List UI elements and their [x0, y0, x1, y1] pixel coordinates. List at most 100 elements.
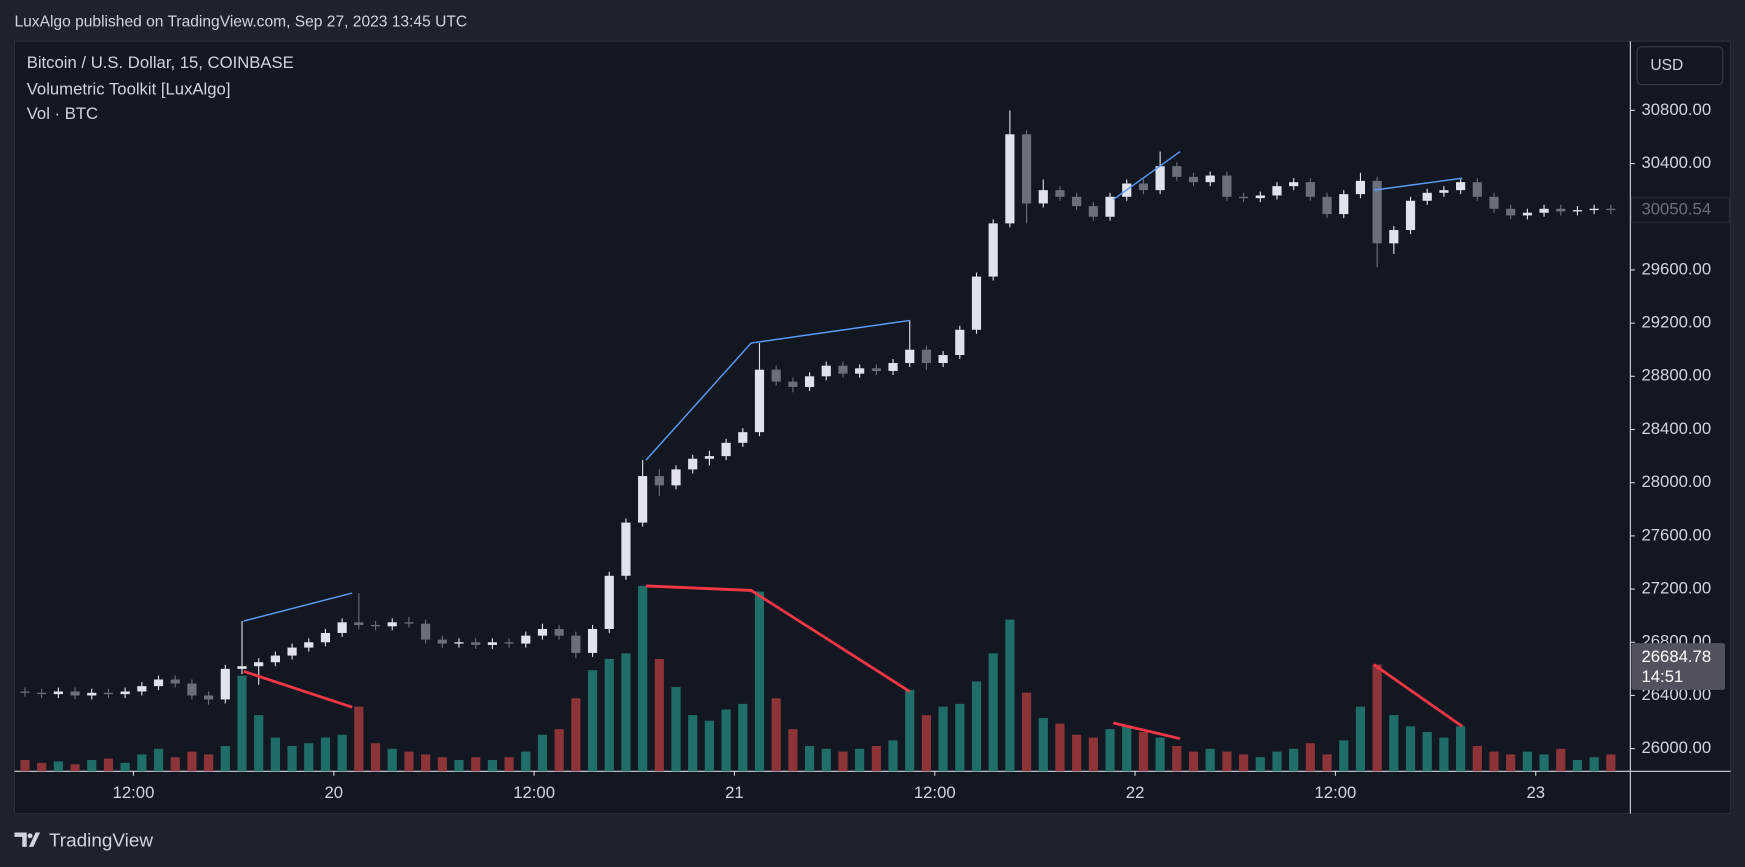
volume-bar	[621, 653, 631, 772]
volume-bar	[804, 745, 815, 772]
volume-bar	[1272, 751, 1282, 772]
candle-body	[1289, 182, 1299, 187]
volume-bar	[771, 698, 781, 772]
volume-bar	[1439, 737, 1449, 772]
candle-body	[170, 679, 180, 684]
candle-body	[788, 381, 798, 387]
candle-body	[971, 276, 982, 330]
currency-button[interactable]	[1636, 46, 1724, 86]
volume-bar	[1088, 737, 1098, 772]
candle-body	[504, 642, 514, 644]
currency-label[interactable]: USD	[1650, 57, 1683, 74]
volume-bar	[1606, 754, 1616, 772]
volume-bar	[1138, 731, 1149, 772]
volume-bar	[1506, 754, 1516, 772]
candle-body	[1556, 208, 1566, 212]
candle-body	[387, 622, 397, 627]
price-tick-label: 29200.00	[1642, 313, 1712, 332]
volume-bar	[20, 760, 30, 772]
volume-bar	[521, 751, 531, 772]
candle-body	[771, 369, 781, 382]
time-tick-label: 12:00	[113, 783, 155, 802]
candle-body	[487, 642, 497, 645]
volume-bar	[971, 681, 982, 772]
candle-body	[1172, 166, 1182, 177]
candle-body	[688, 458, 698, 470]
candle-body	[554, 628, 564, 636]
countdown-label: 14:51	[1642, 667, 1684, 686]
candle-body	[103, 692, 114, 695]
volume-divergence-line	[1373, 663, 1464, 728]
volume-bar	[153, 748, 164, 772]
time-tick-label: 23	[1526, 783, 1545, 802]
volume-bar	[721, 709, 731, 772]
volume-bar	[87, 760, 97, 772]
candle-body	[938, 355, 948, 364]
candle-body	[621, 522, 631, 576]
volume-bar	[504, 757, 514, 772]
volume-bar	[1038, 717, 1048, 772]
candle-body	[955, 329, 965, 356]
volume-bar	[871, 745, 881, 772]
candle-body	[804, 376, 815, 387]
candle-body	[237, 666, 247, 669]
volume-bar	[855, 748, 865, 772]
candle-body	[1305, 182, 1315, 197]
volume-bar	[704, 720, 714, 772]
price-tick-label: 30800.00	[1642, 100, 1712, 119]
candle-body	[370, 624, 381, 627]
candle-body	[120, 691, 130, 695]
volume-bar	[487, 760, 497, 772]
last-price-label: 30050.54	[1642, 199, 1712, 218]
volume-bar	[638, 585, 648, 772]
tv-logo	[14, 832, 41, 847]
candle-body	[1389, 230, 1399, 244]
volume-bar	[103, 758, 114, 772]
candle-body	[537, 628, 548, 636]
candle-body	[1021, 134, 1032, 204]
footer-brand: TradingView	[49, 830, 153, 851]
volume-bar	[1172, 745, 1182, 772]
volume-bar	[955, 703, 965, 772]
volume-bar	[1005, 619, 1015, 772]
candle-body	[354, 622, 364, 625]
price-tick-label: 27600.00	[1642, 525, 1712, 544]
candle-body	[521, 635, 531, 644]
publish-info: LuxAlgo published on TradingView.com, Se…	[14, 13, 467, 30]
candle-body	[404, 622, 414, 624]
volume-bar	[754, 591, 765, 772]
candle-body	[1606, 208, 1616, 211]
candle-body	[888, 363, 898, 371]
candle-body	[1489, 196, 1499, 209]
price-divergence-line	[1373, 177, 1463, 191]
candle-body	[153, 679, 164, 687]
volume-bar	[1522, 751, 1532, 772]
candle-body	[1539, 208, 1549, 213]
candle-body	[1589, 208, 1599, 211]
candle-body	[988, 223, 998, 277]
candle-body	[437, 639, 447, 644]
price-divergence-line	[1112, 150, 1181, 201]
price-tick-label: 29600.00	[1642, 259, 1712, 278]
volume-bar	[1289, 748, 1299, 772]
candle-body	[1105, 196, 1115, 217]
volume-bar	[187, 751, 197, 772]
volume-bar	[1472, 745, 1482, 772]
candle-body	[1205, 175, 1215, 183]
volume-bar	[1556, 748, 1566, 772]
candle-body	[1372, 180, 1382, 244]
volume-bar	[888, 740, 898, 772]
candle-body	[270, 655, 280, 663]
price-tick-label: 30400.00	[1642, 153, 1712, 172]
volume-bar	[788, 729, 798, 772]
candle-body	[1322, 196, 1332, 215]
candle-body	[638, 476, 648, 523]
volume-bar	[270, 737, 280, 772]
time-tick-label: 12:00	[1315, 783, 1357, 802]
volume-bar	[53, 761, 63, 772]
volume-bar	[320, 737, 331, 772]
candle-body	[1572, 210, 1583, 212]
candle-body	[320, 632, 331, 643]
volume-bar	[354, 706, 364, 772]
candle-body	[1239, 196, 1249, 199]
